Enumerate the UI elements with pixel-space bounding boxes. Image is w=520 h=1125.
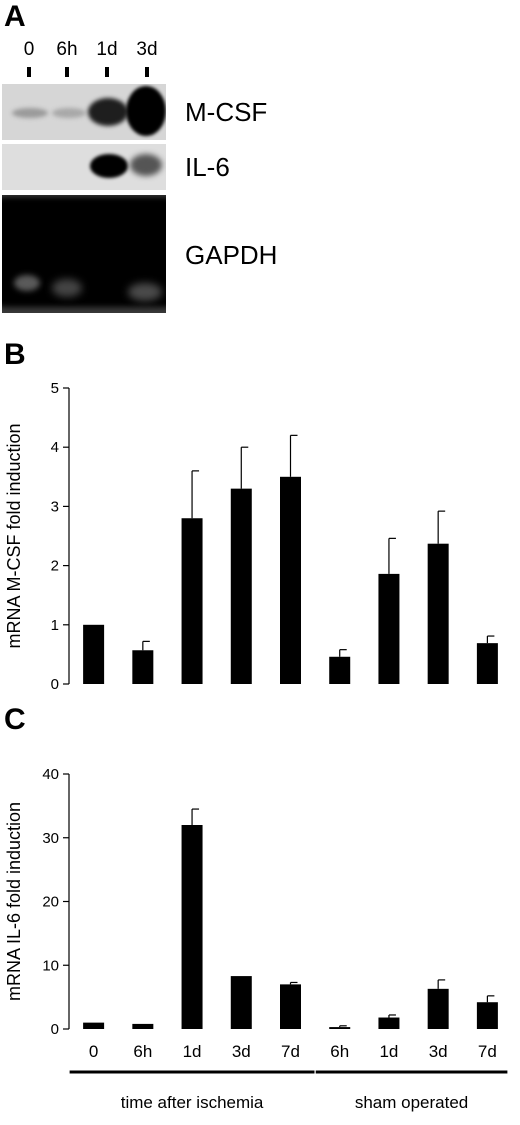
blot-band [128, 283, 162, 301]
bar [476, 643, 498, 684]
x-tick-label: 1d [379, 1042, 398, 1061]
blot-label-mcsf: M-CSF [185, 97, 268, 127]
bar [280, 476, 301, 684]
blot-band [130, 154, 162, 176]
y-tick-label: 0 [51, 676, 59, 693]
y-tick-label: 10 [42, 957, 59, 974]
y-tick-label: 1 [51, 617, 59, 634]
y-tick-label: 3 [51, 498, 59, 515]
x-tick-label: 6h [330, 1042, 349, 1061]
blot-label-il6: IL-6 [185, 152, 230, 182]
blot-lane-tick [105, 67, 109, 77]
y-tick-label: 30 [42, 830, 59, 847]
bar [378, 1017, 400, 1029]
panel-a-label: A [4, 0, 26, 33]
bar [83, 624, 105, 684]
bar [329, 1027, 351, 1029]
blot-label-gapdh: GAPDH [185, 240, 278, 270]
blot-lane-tick [27, 67, 31, 77]
y-tick-label: 40 [42, 766, 59, 783]
blot-band [14, 275, 40, 291]
panel-b-label: B [4, 338, 26, 371]
bar [280, 984, 301, 1029]
blot-strip-il6 [2, 144, 166, 190]
blot-band [90, 154, 128, 178]
y-axis-title: mRNA IL-6 fold induction [4, 802, 24, 1001]
y-axis-title: mRNA M-CSF fold induction [4, 423, 24, 648]
bar [230, 488, 252, 684]
bar [181, 825, 203, 1029]
x-tick-label: 7d [281, 1042, 300, 1061]
y-tick-label: 4 [51, 439, 59, 456]
blot-band [52, 108, 86, 118]
x-tick-label: 0 [89, 1042, 98, 1061]
blot-band [52, 279, 82, 297]
bar [230, 976, 252, 1029]
bar [476, 1002, 498, 1029]
bar [132, 650, 154, 684]
blot-lane-label: 6h [56, 39, 78, 60]
bar [427, 988, 449, 1029]
blot-lane-label: 1d [96, 39, 118, 60]
blot-lane-tick [65, 67, 69, 77]
y-tick-label: 2 [51, 558, 59, 575]
blot-strip-gapdh [2, 195, 166, 313]
group-label-sham: sham operated [355, 1093, 468, 1112]
x-tick-label: 3d [429, 1042, 448, 1061]
blot-band [12, 108, 48, 118]
x-tick-label: 6h [133, 1042, 152, 1061]
blot-lane-tick [145, 67, 149, 77]
x-tick-label: 1d [183, 1042, 202, 1061]
panel-c-label: C [4, 703, 26, 736]
bar [427, 543, 449, 684]
blot-band [126, 86, 166, 136]
blot-band [88, 98, 128, 126]
bar [181, 518, 203, 684]
bar [378, 573, 400, 684]
y-tick-label: 0 [51, 1021, 59, 1038]
blot-strip-mcsf [2, 84, 166, 140]
blot-lane-label: 3d [136, 39, 158, 60]
chart-mcsf: 0 1 2 3 4 5 mRNA M-CSF fold induction [4, 380, 498, 693]
y-tick-label: 5 [51, 380, 59, 397]
x-tick-label: 7d [478, 1042, 497, 1061]
bar [83, 1022, 105, 1029]
bar [329, 656, 351, 684]
x-tick-label: 3d [232, 1042, 251, 1061]
y-tick-label: 20 [42, 894, 59, 911]
blot-lane-label: 0 [23, 39, 35, 60]
group-label-ischemia: time after ischemia [121, 1093, 264, 1112]
bar [132, 1023, 154, 1029]
chart-il6: 0 10 20 30 40 mRNA IL-6 fold induction 0 6h 1d 3d… [4, 766, 508, 1112]
